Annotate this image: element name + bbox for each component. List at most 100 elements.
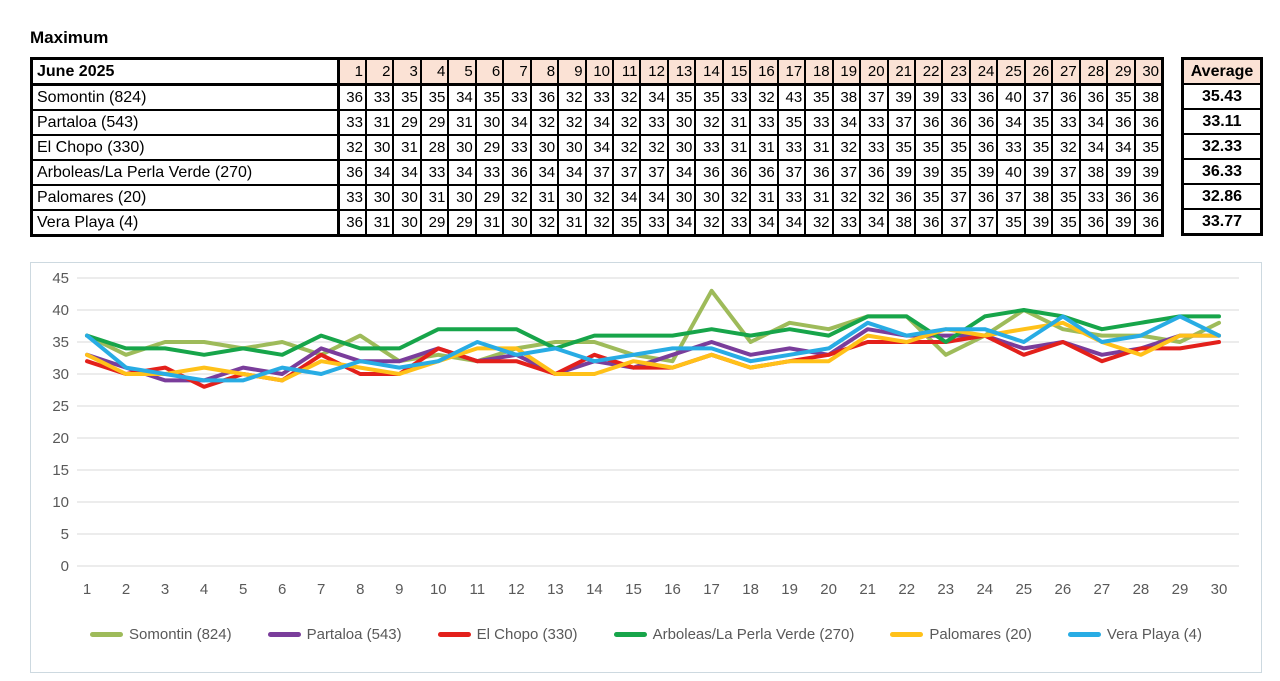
legend-item: Arboleas/La Perla Verde (270): [613, 626, 854, 643]
value-cell: 37: [996, 184, 1026, 211]
y-tick-label: 40: [52, 302, 69, 319]
value-cell: 30: [392, 209, 422, 237]
value-cell: 36: [1078, 83, 1109, 111]
value-cell: 36: [968, 184, 999, 211]
value-cell: 32: [612, 134, 642, 161]
value-cell: 34: [996, 109, 1026, 136]
value-cell: 34: [1106, 134, 1136, 161]
value-cell: 31: [419, 184, 450, 211]
average-row: 36.33: [1181, 158, 1263, 185]
day-header-cell: 9: [557, 57, 587, 86]
day-header-cell: 26: [1023, 57, 1054, 86]
average-value: 32.33: [1181, 133, 1263, 160]
legend-item: Somontin (824): [90, 626, 232, 643]
value-cell: 35: [419, 83, 450, 111]
value-cell: 34: [639, 184, 669, 211]
day-header-cell: 17: [776, 57, 807, 86]
legend-swatch-icon: [613, 632, 647, 637]
row-label: Palomares (20): [30, 184, 340, 211]
value-cell: 32: [557, 109, 587, 136]
table-body: Somontin (824) 36 33 35 35 34 35 33 36 32 33 32 34 35…: [30, 83, 1164, 237]
day-header-cell: 30: [1133, 57, 1164, 86]
day-header-cell: 16: [749, 57, 779, 86]
day-header-cell: 8: [529, 57, 560, 86]
value-cell: 37: [886, 109, 917, 136]
value-cell: 31: [364, 109, 395, 136]
value-cell: 34: [584, 109, 615, 136]
x-tick-label: 15: [625, 581, 642, 598]
value-cell: 30: [666, 134, 697, 161]
value-cell: 34: [392, 159, 422, 186]
value-cell: 34: [666, 209, 697, 237]
value-cell: 33: [337, 109, 367, 136]
value-cell: 33: [694, 134, 724, 161]
page-title: Maximum: [30, 28, 109, 47]
value-cell: 35: [941, 159, 971, 186]
value-cell: 33: [941, 83, 971, 111]
value-cell: 30: [557, 134, 587, 161]
value-cell: 37: [941, 209, 971, 237]
value-cell: 34: [557, 159, 587, 186]
value-cell: 36: [968, 109, 999, 136]
day-header-cell: 28: [1078, 57, 1109, 86]
legend-item: Vera Playa (4): [1067, 626, 1202, 643]
value-cell: 39: [1023, 209, 1054, 237]
day-header-cell: 20: [859, 57, 889, 86]
value-cell: 35: [913, 184, 944, 211]
table-row: Somontin (824) 36 33 35 35 34 35 33 36 32 33 32 34 35…: [30, 83, 1164, 111]
x-tick-label: 19: [781, 581, 798, 598]
day-header-cell: 10: [584, 57, 615, 86]
value-cell: 32: [612, 83, 642, 111]
chart-legend: Somontin (824) Partaloa (543) El Chopo (33…: [31, 626, 1261, 643]
value-cell: 32: [721, 184, 752, 211]
value-cell: 33: [1051, 109, 1081, 136]
value-cell: 34: [666, 159, 697, 186]
x-tick-label: 8: [356, 581, 364, 598]
value-cell: 33: [1078, 184, 1109, 211]
series-line: [85, 308, 1221, 357]
value-cell: 34: [502, 109, 532, 136]
x-tick-label: 20: [820, 581, 837, 598]
value-cell: 35: [1106, 83, 1136, 111]
day-header-cell: 24: [968, 57, 999, 86]
value-cell: 34: [776, 209, 807, 237]
value-cell: 40: [996, 83, 1026, 111]
value-cell: 37: [612, 159, 642, 186]
average-row: 32.86: [1181, 183, 1263, 210]
legend-item: El Chopo (330): [437, 626, 578, 643]
value-cell: 35: [941, 134, 971, 161]
x-tick-label: 17: [703, 581, 720, 598]
value-cell: 29: [474, 134, 505, 161]
value-cell: 32: [831, 184, 862, 211]
x-tick-label: 30: [1211, 581, 1228, 598]
value-cell: 34: [612, 184, 642, 211]
value-cell: 36: [721, 159, 752, 186]
day-header-cell: 14: [694, 57, 724, 86]
legend-item: Palomares (20): [890, 626, 1032, 643]
value-cell: 31: [557, 209, 587, 237]
legend-swatch-icon: [437, 632, 471, 637]
value-cell: 31: [804, 134, 834, 161]
value-cell: 36: [694, 159, 724, 186]
row-label: Somontin (824): [30, 83, 340, 111]
value-cell: 31: [721, 109, 752, 136]
average-row: 32.33: [1181, 133, 1263, 160]
value-cell: 39: [968, 159, 999, 186]
x-tick-label: 11: [470, 581, 486, 598]
value-cell: 32: [694, 109, 724, 136]
day-header-cell: 2: [364, 57, 395, 86]
x-tick-label: 14: [586, 581, 603, 598]
value-cell: 35: [392, 83, 422, 111]
series-line: [85, 320, 1221, 383]
value-cell: 37: [776, 159, 807, 186]
average-value: 35.43: [1181, 83, 1263, 110]
value-cell: 36: [337, 159, 367, 186]
value-cell: 35: [1023, 134, 1054, 161]
average-value: 33.11: [1181, 108, 1263, 135]
value-cell: 32: [612, 109, 642, 136]
y-tick-label: 20: [52, 430, 69, 447]
value-cell: 33: [776, 134, 807, 161]
x-tick-label: 22: [898, 581, 915, 598]
value-cell: 39: [886, 159, 917, 186]
